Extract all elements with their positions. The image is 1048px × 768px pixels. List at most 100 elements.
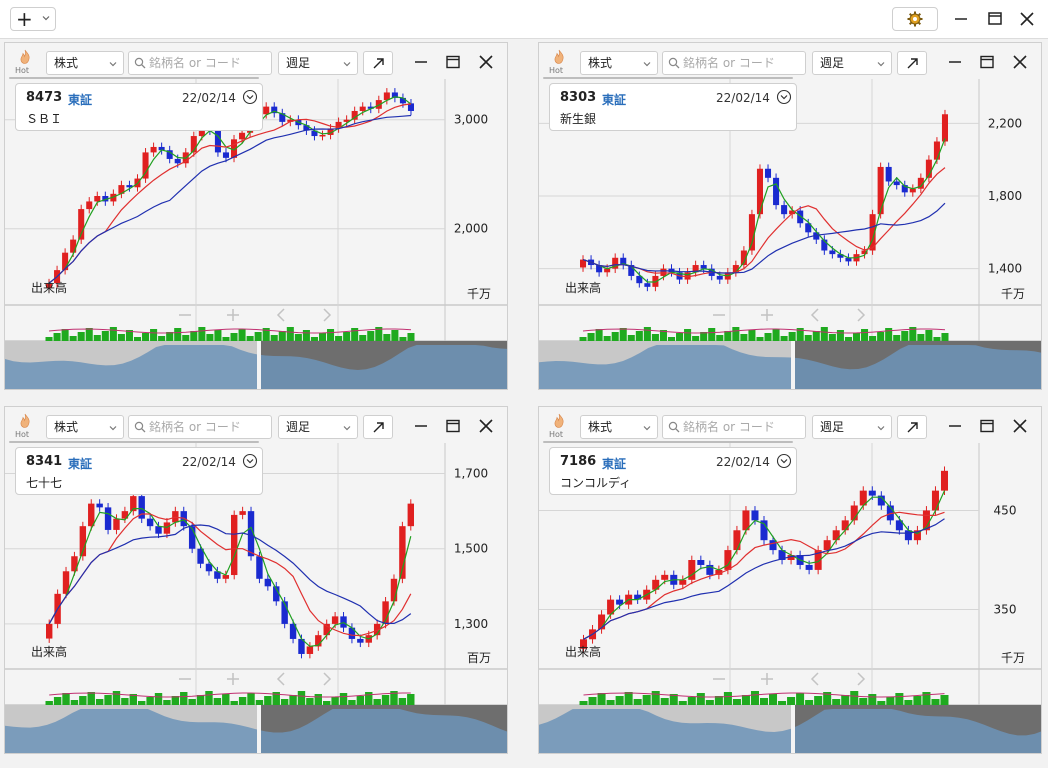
search-input[interactable] (683, 418, 801, 436)
candle (612, 257, 619, 269)
panel-maximize-button[interactable] (978, 53, 996, 71)
panel-close-button[interactable] (1011, 417, 1029, 435)
category-select[interactable]: 株式 (46, 51, 124, 75)
panel-minimize-button[interactable] (412, 417, 430, 435)
panel-close-button[interactable] (477, 53, 495, 71)
candle (751, 510, 759, 521)
chart-left-icon[interactable] (810, 672, 819, 686)
chart-right-icon[interactable] (323, 308, 332, 322)
volume-bar (246, 336, 254, 341)
overview-navigator[interactable] (539, 341, 1042, 389)
period-select[interactable]: 週足 (278, 415, 358, 439)
volume-bar (146, 697, 154, 705)
chart-right-icon[interactable] (857, 308, 866, 322)
volume-bar (764, 333, 772, 341)
candle (732, 265, 739, 273)
volume-bar (154, 693, 163, 705)
panel-maximize-button[interactable] (444, 53, 462, 71)
close-icon (479, 55, 493, 69)
panel-maximize-button[interactable] (978, 417, 996, 435)
panel-minimize-button[interactable] (412, 53, 430, 71)
popout-button[interactable] (897, 51, 927, 75)
search-icon (134, 57, 146, 69)
symbol-search[interactable] (128, 415, 272, 439)
chart-left-icon[interactable] (810, 308, 819, 322)
category-select[interactable]: 株式 (46, 415, 124, 439)
symbol-code: 8473 (26, 90, 63, 105)
toolbar-scrollbar[interactable] (9, 441, 259, 443)
candle (188, 526, 196, 549)
chevron-circle-down-icon[interactable] (776, 89, 792, 105)
hot-button[interactable]: Hot (13, 413, 37, 439)
search-input[interactable] (149, 418, 267, 436)
symbol-search[interactable] (128, 51, 272, 75)
toolbar-scrollbar[interactable] (543, 441, 793, 443)
candle (940, 470, 948, 491)
volume-bar (705, 700, 714, 705)
candle (197, 548, 204, 564)
volume-bar (796, 693, 805, 705)
search-input[interactable] (683, 54, 801, 72)
panel-minimize-button[interactable] (946, 53, 964, 71)
symbol-search[interactable] (662, 51, 806, 75)
external-link-icon (373, 422, 384, 433)
panel-close-button[interactable] (1011, 53, 1029, 71)
chart-left-icon[interactable] (276, 308, 285, 322)
settings-button[interactable] (892, 7, 938, 31)
minimize-icon (415, 425, 427, 427)
volume-bar (651, 334, 659, 341)
period-select[interactable]: 週足 (278, 51, 358, 75)
candle (778, 550, 786, 560)
period-select[interactable]: 週足 (812, 415, 892, 439)
category-select[interactable]: 株式 (580, 51, 658, 75)
popout-button[interactable] (363, 415, 393, 439)
candle (877, 166, 884, 215)
price-chart[interactable]: 45035021/01/0421/10/04 (539, 443, 1042, 705)
hot-button[interactable]: Hot (547, 49, 571, 75)
category-select[interactable]: 株式 (580, 415, 658, 439)
y-tick-label: 1,700 (454, 467, 488, 481)
panel-toolbar: Hot 株式 週足 (539, 407, 1041, 443)
chart-plus-icon[interactable] (761, 673, 773, 685)
app-minimize-button[interactable] (950, 8, 972, 30)
add-panel-button[interactable]: + (10, 7, 56, 31)
symbol-search[interactable] (662, 415, 806, 439)
overview-navigator[interactable] (539, 705, 1042, 753)
volume-label: 出来高 (565, 645, 602, 659)
toolbar-scrollbar[interactable] (543, 77, 793, 79)
app-maximize-button[interactable] (984, 8, 1006, 30)
candle (922, 510, 930, 531)
chevron-circle-down-icon[interactable] (242, 453, 258, 469)
popout-button[interactable] (363, 51, 393, 75)
chart-right-icon[interactable] (323, 672, 332, 686)
chart-plus-icon[interactable] (227, 309, 239, 321)
chevron-circle-down-icon[interactable] (242, 89, 258, 105)
volume-bar (343, 332, 351, 341)
hot-button[interactable]: Hot (547, 413, 571, 439)
toolbar-scrollbar[interactable] (9, 77, 259, 79)
volume-bar (740, 334, 748, 341)
period-select[interactable]: 週足 (812, 51, 892, 75)
chart-plus-icon[interactable] (761, 309, 773, 321)
candle (684, 272, 691, 280)
search-input[interactable] (149, 54, 267, 72)
overview-navigator[interactable] (5, 705, 508, 753)
candle (837, 254, 844, 258)
panel-close-button[interactable] (477, 417, 495, 435)
panel-maximize-button[interactable] (444, 417, 462, 435)
volume-unit: 千万 (467, 287, 492, 301)
chevron-circle-down-icon[interactable] (776, 453, 792, 469)
overview-navigator[interactable] (5, 341, 508, 389)
panel-minimize-button[interactable] (946, 417, 964, 435)
chart-left-icon[interactable] (276, 672, 285, 686)
hot-button[interactable]: Hot (13, 49, 37, 75)
volume-bar (940, 695, 949, 705)
chart-plus-icon[interactable] (227, 673, 239, 685)
popout-button[interactable] (897, 415, 927, 439)
chart-right-icon[interactable] (857, 672, 866, 686)
ma-mid-line (48, 513, 412, 637)
app-close-button[interactable] (1016, 8, 1038, 30)
volume-bar (213, 698, 222, 705)
